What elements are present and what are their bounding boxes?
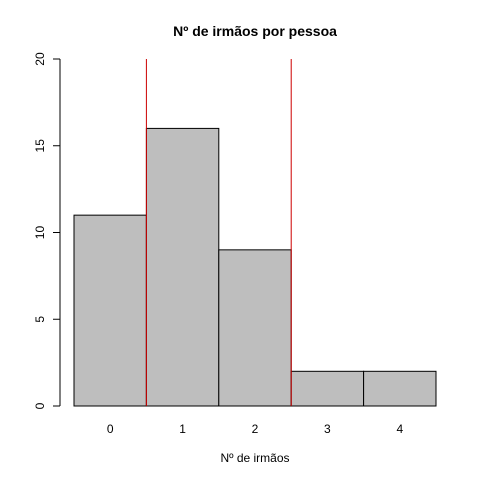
x-tick-label: 0 bbox=[107, 422, 114, 436]
y-tick-label: 0 bbox=[33, 402, 47, 409]
reference-lines-group bbox=[145, 59, 292, 406]
y-tick-label: 20 bbox=[33, 52, 47, 66]
x-tick-labels: 0 1 2 3 4 bbox=[107, 422, 404, 436]
x-tick-label: 2 bbox=[252, 422, 259, 436]
x-tick-label: 4 bbox=[396, 422, 403, 436]
y-axis: 0 5 10 15 20 bbox=[33, 52, 61, 409]
x-tick-label: 1 bbox=[179, 422, 186, 436]
x-axis-label: Nº de irmãos bbox=[220, 451, 289, 465]
bar-1 bbox=[145, 127, 220, 407]
bar-2 bbox=[218, 249, 292, 407]
y-tick-label: 5 bbox=[33, 316, 47, 323]
y-tick-label: 10 bbox=[33, 226, 47, 240]
x-tick-label: 3 bbox=[324, 422, 331, 436]
chart-title: Nº de irmãos por pessoa bbox=[173, 23, 337, 39]
y-tick-label: 15 bbox=[33, 139, 47, 153]
bars-group bbox=[73, 127, 437, 407]
bar-4 bbox=[363, 370, 437, 407]
bar-0 bbox=[73, 214, 147, 407]
bar-3 bbox=[290, 370, 365, 407]
